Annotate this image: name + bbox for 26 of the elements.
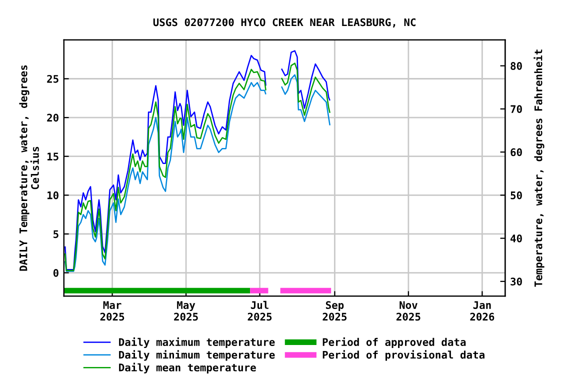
y2-tick-label: 70: [510, 105, 522, 114]
x-tick-label: Mar 2025: [100, 301, 124, 321]
legend-label: Period of approved data: [322, 337, 466, 348]
y-tick-label: 0: [53, 269, 58, 277]
y2-axis-title: Temperature, water, degrees Fahrenheit: [534, 50, 544, 287]
legend-label: Daily minimum temperature: [119, 350, 275, 361]
y-tick-label: 15: [47, 152, 58, 160]
y2-tick-label: 60: [510, 148, 522, 156]
x-tick-label: Jul 2025: [248, 300, 272, 321]
x-tick-label: Sep 2025: [322, 301, 347, 321]
y2-tick-label: 50: [510, 191, 522, 200]
legend-label: Daily maximum temperature: [119, 337, 275, 348]
y-tick-label: 20: [47, 114, 58, 122]
chart-title: USGS 02077200 HYCO CREEK NEAR LEASBURG, NC: [153, 18, 416, 28]
legend-label: Period of provisional data: [322, 350, 484, 361]
legend-label: Daily mean temperature: [119, 362, 256, 374]
y-tick-label: 10: [47, 191, 58, 200]
y-axis-title: DAILY Temperature, water, degrees Celsius: [19, 65, 39, 271]
x-tick-label: Nov 2025: [396, 301, 420, 321]
y2-tick-label: 80: [510, 62, 522, 70]
y2-tick-label: 30: [510, 278, 522, 286]
x-tick-label: May 2025: [174, 301, 198, 321]
x-tick-label: Jan 2026: [470, 301, 494, 321]
y-tick-label: 25: [47, 74, 58, 83]
y2-tick-label: 40: [510, 234, 522, 242]
y-tick-label: 5: [54, 230, 58, 238]
